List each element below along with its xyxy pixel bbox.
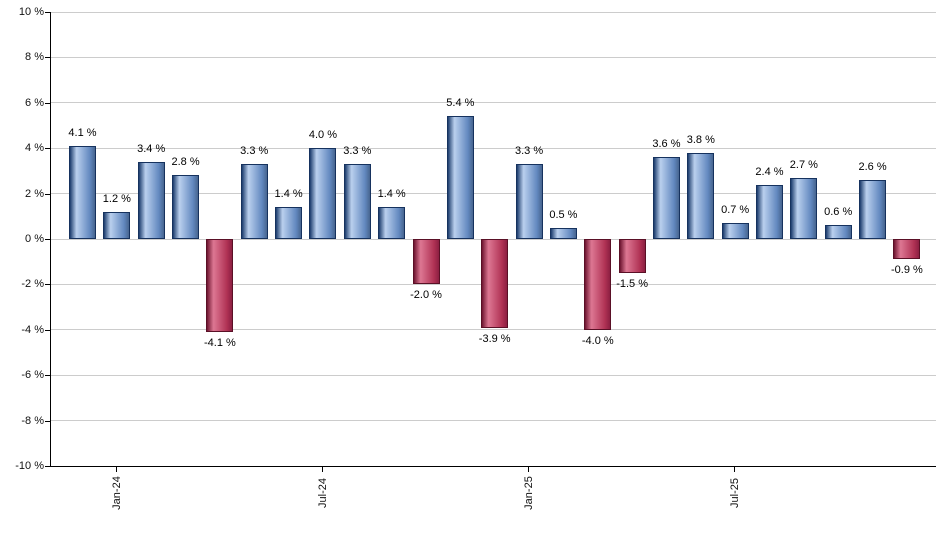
- bar-May-25: [652, 157, 680, 239]
- y-axis-label: 2 %: [25, 187, 44, 200]
- bar-value-label: 1.2 %: [102, 192, 131, 205]
- bar-Jan-24: [103, 211, 131, 239]
- bar-May-24: [240, 164, 268, 239]
- bar-value-label: 3.8 %: [686, 133, 715, 146]
- y-axis-tick: [45, 466, 50, 467]
- bar-value-label: 2.6 %: [858, 160, 887, 173]
- bar-value-label: 2.8 %: [171, 156, 200, 169]
- y-axis-tick: [45, 329, 50, 331]
- x-axis-label: Jul-25: [729, 478, 742, 508]
- y-axis-tick: [45, 57, 50, 59]
- bar-Dec-25: [893, 239, 921, 260]
- gridline: [51, 56, 936, 58]
- bar-Feb-24: [137, 161, 165, 239]
- bar-Apr-24: [206, 239, 234, 333]
- bar-value-label: -4.0 %: [581, 334, 614, 347]
- x-axis-label: Jul-24: [316, 478, 329, 508]
- bar-value-label: 3.4 %: [137, 142, 166, 155]
- bar-value-label: 1.4 %: [274, 188, 303, 201]
- y-axis-label: 8 %: [25, 51, 44, 64]
- bar-Sep-24: [378, 207, 406, 239]
- x-axis-tick: [321, 466, 323, 472]
- bar-Nov-24: [446, 116, 474, 239]
- bar-value-label: 3.3 %: [514, 145, 544, 158]
- gridline: [51, 420, 936, 422]
- bar-Nov-25: [859, 179, 887, 239]
- bar-Aug-25: [756, 184, 783, 239]
- x-axis-label: Jan-25: [523, 476, 536, 510]
- y-axis-label: -8 %: [21, 414, 44, 427]
- bar-Sep-25: [790, 177, 818, 239]
- bar-value-label: 5.4 %: [446, 97, 475, 110]
- bar-value-label: -4.1 %: [203, 337, 236, 350]
- bar-Oct-25: [824, 225, 852, 239]
- x-axis-label: Jan-24: [110, 476, 123, 510]
- y-axis-label: -4 %: [21, 323, 44, 336]
- x-axis-tick: [115, 466, 117, 472]
- gridline: [51, 374, 936, 376]
- bar-Jun-25: [687, 152, 715, 239]
- bar-Jul-24: [309, 148, 337, 239]
- bar-Apr-25: [618, 239, 646, 274]
- bar-Oct-24: [412, 239, 440, 285]
- bar-value-label: 4.0 %: [308, 129, 338, 142]
- bar-value-label: 3.3 %: [240, 145, 269, 158]
- bar-Dec-23: [69, 145, 96, 239]
- bar-Aug-24: [343, 164, 371, 239]
- y-axis-tick: [45, 12, 50, 13]
- y-axis-label: 10 %: [18, 6, 44, 18]
- plot-area: 4.1 % 1.2 % 3.4 % 2.8 % -4.1 % 3.3 % 1.4 % 4.0 …: [50, 12, 936, 467]
- y-axis-tick: [45, 375, 50, 377]
- y-axis-label: 6 %: [25, 96, 44, 109]
- y-axis-tick: [45, 148, 50, 150]
- bar-Dec-24: [481, 239, 509, 328]
- y-axis-label: -2 %: [21, 278, 44, 291]
- bar-Jan-25: [515, 164, 543, 239]
- bar-value-label: 2.4 %: [755, 165, 784, 178]
- bar-Mar-24: [172, 175, 200, 239]
- y-axis-label: -10 %: [15, 460, 44, 472]
- gridline: [51, 329, 936, 331]
- bar-value-label: -1.5 %: [616, 278, 648, 291]
- bar-value-label: 0.7 %: [721, 204, 750, 217]
- x-axis-tick: [528, 466, 530, 472]
- y-axis-tick: [45, 420, 50, 422]
- gridline: [51, 12, 936, 13]
- y-axis-tick: [45, 102, 50, 104]
- bar-value-label: -0.9 %: [890, 264, 923, 277]
- bar-Feb-25: [549, 227, 577, 239]
- y-axis-tick: [45, 284, 50, 286]
- bar-value-label: -3.9 %: [478, 332, 511, 345]
- bar-value-label: 0.6 %: [824, 206, 853, 219]
- bar-Jun-24: [275, 207, 303, 239]
- y-axis-tick: [45, 193, 50, 195]
- y-axis-label: 0 %: [25, 233, 44, 245]
- bar-value-label: 4.1 %: [68, 126, 97, 139]
- y-axis-label: 4 %: [25, 142, 44, 155]
- y-axis-label: -6 %: [21, 369, 44, 382]
- bar-value-label: 2.7 %: [789, 158, 818, 171]
- gridline: [51, 102, 936, 104]
- y-axis-tick: [45, 239, 50, 240]
- gridline: [51, 147, 936, 149]
- bar-value-label: 1.4 %: [377, 188, 406, 201]
- x-axis-tick: [734, 466, 736, 472]
- bar-value-label: 3.3 %: [343, 145, 372, 158]
- bar-value-label: -2.0 %: [410, 289, 442, 302]
- bar-Jul-25: [721, 223, 749, 239]
- bar-value-label: 0.5 %: [549, 208, 578, 221]
- gridline: [51, 193, 936, 195]
- bar-value-label: 3.6 %: [652, 138, 681, 151]
- bar-Mar-25: [584, 239, 612, 330]
